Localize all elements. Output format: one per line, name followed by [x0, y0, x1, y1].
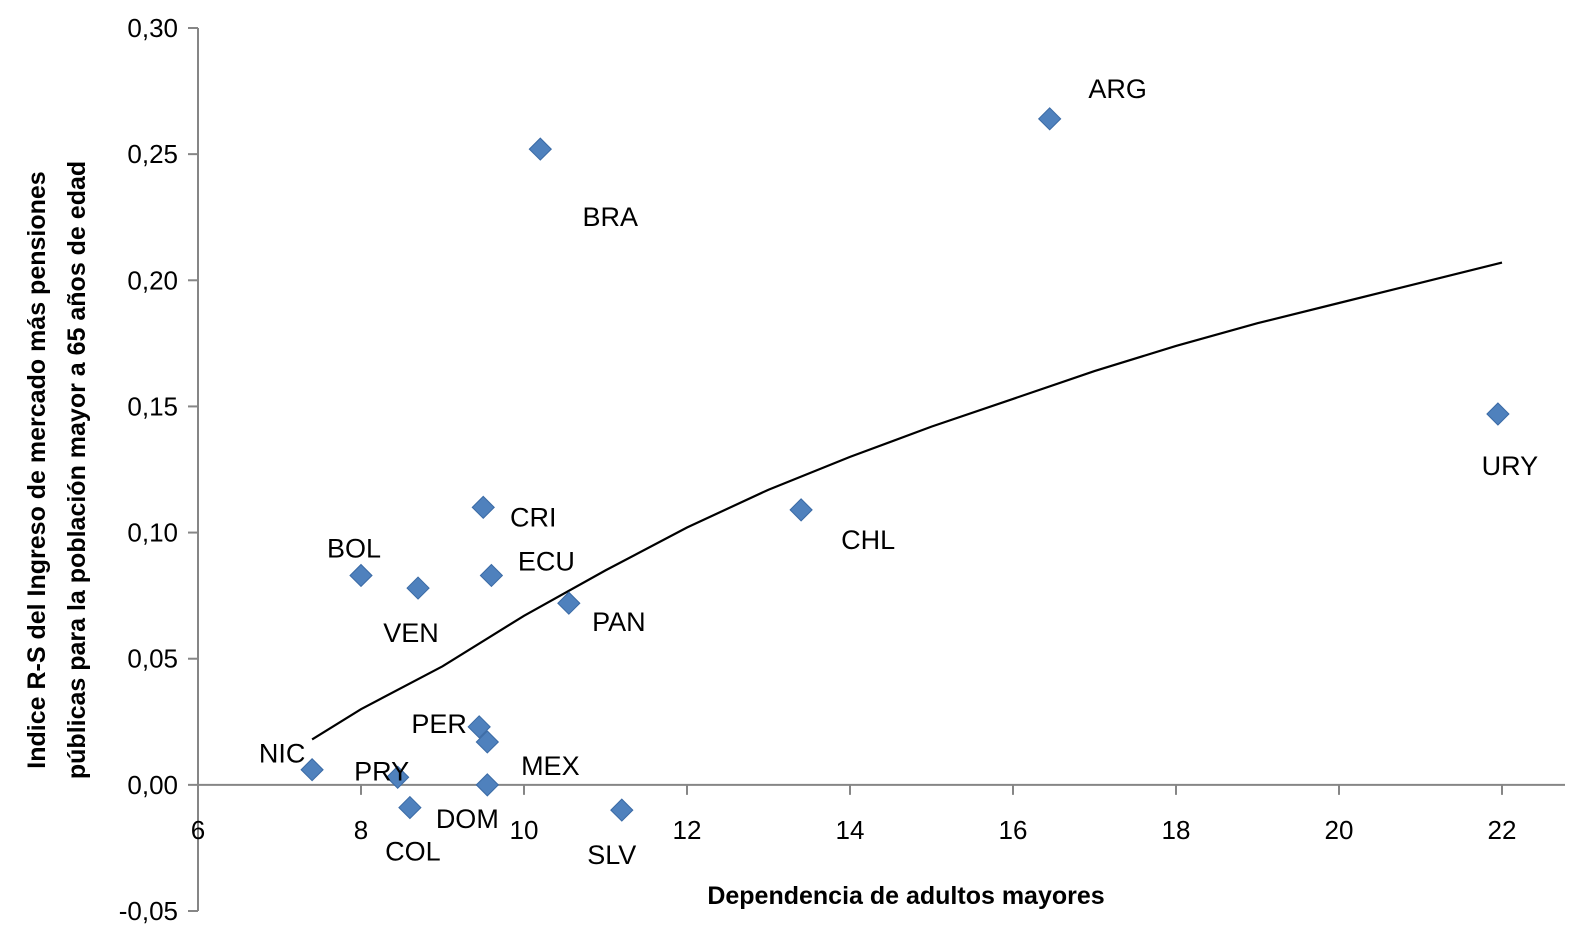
y-axis-title-line: Indice R-S del Ingreso de mercado más pe… — [23, 171, 51, 768]
label-col: COL — [385, 837, 441, 867]
point-dom — [475, 773, 500, 797]
label-chl: CHL — [841, 525, 895, 555]
label-bra: BRA — [583, 202, 639, 232]
x-tick-label: 18 — [1162, 815, 1191, 845]
point-pry — [385, 765, 410, 789]
point-cri — [471, 495, 495, 520]
y-tick-label: 0,05 — [127, 644, 178, 674]
point-per — [467, 715, 491, 739]
y-axis-title-line: públicas para la población mayor a 65 añ… — [63, 161, 91, 779]
x-tick-label: 12 — [673, 815, 702, 845]
point-nic — [300, 758, 324, 782]
point-ury — [1486, 402, 1510, 426]
y-tick-label: 0,20 — [127, 265, 178, 295]
y-tick-label: 0,30 — [127, 13, 178, 43]
label-mex: MEX — [521, 751, 580, 781]
label-per: PER — [411, 709, 467, 739]
point-chl — [789, 498, 813, 522]
x-tick-label: 14 — [836, 815, 865, 845]
label-dom: DOM — [436, 804, 499, 834]
point-slv — [610, 798, 634, 822]
label-slv: SLV — [587, 840, 636, 870]
label-pan: PAN — [592, 607, 646, 637]
point-mex — [475, 730, 500, 754]
trend-line — [311, 261, 1503, 741]
x-tick-label: 8 — [354, 815, 368, 845]
x-tick-label: 6 — [191, 815, 205, 845]
label-bol: BOL — [327, 533, 381, 563]
x-tick-label: 22 — [1488, 815, 1517, 845]
x-tick-label: 20 — [1325, 815, 1354, 845]
label-nic: NIC — [259, 739, 306, 769]
label-ven: VEN — [383, 618, 439, 648]
label-cri: CRI — [510, 502, 557, 532]
label-pry: PRY — [354, 756, 409, 786]
point-ecu — [479, 563, 504, 588]
point-bra — [528, 137, 553, 161]
point-ven — [406, 576, 430, 600]
point-col — [398, 795, 422, 820]
point-pan — [557, 591, 581, 615]
y-tick-label: 0,25 — [127, 139, 178, 169]
y-axis-title: Indice R-S del Ingreso de mercado más pe… — [23, 161, 91, 779]
x-axis-title: Dependencia de adultos mayores — [707, 882, 1104, 910]
x-tick-label: 16 — [999, 815, 1028, 845]
y-tick-label: 0,15 — [127, 391, 178, 421]
label-arg: ARG — [1088, 74, 1147, 104]
data-points — [300, 107, 1510, 822]
y-tick-label: -0,05 — [119, 896, 178, 926]
axes: -0,05 0,00 0,05 0,10 0,15 0,20 0,25 0,30 6 8 10 12 1… — [119, 13, 1565, 926]
label-ury: URY — [1482, 451, 1539, 481]
y-tick-label: 0,00 — [127, 770, 178, 800]
label-ecu: ECU — [518, 546, 575, 576]
x-tick-label: 10 — [510, 815, 539, 845]
point-arg — [1037, 107, 1062, 131]
trend-line-group — [311, 261, 1503, 741]
point-labels: ARG BRA URY CRI CHL BOL ECU VEN PAN PER MEX NIC PRY D… — [259, 74, 1538, 870]
y-tick-label: 0,10 — [127, 518, 178, 548]
point-bol — [349, 563, 373, 588]
